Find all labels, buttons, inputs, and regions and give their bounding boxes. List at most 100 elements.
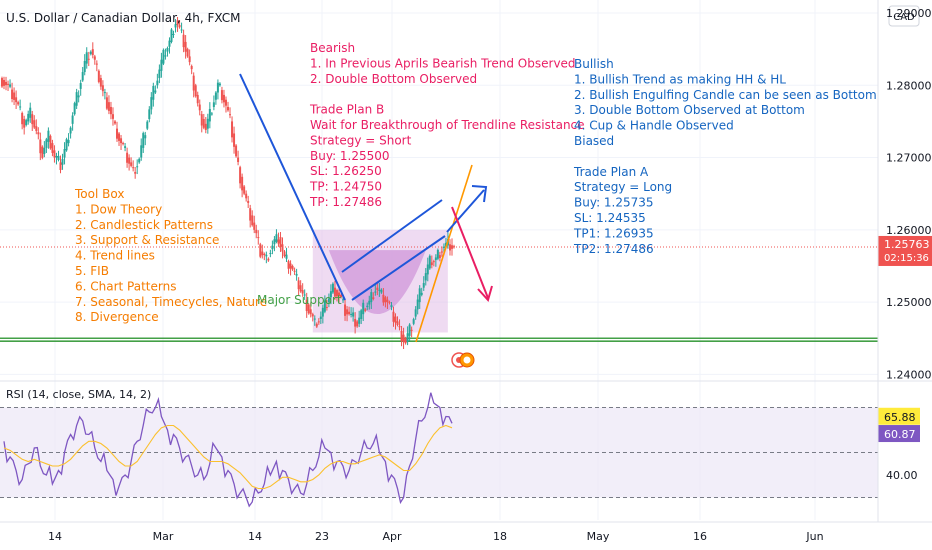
candle-body bbox=[158, 69, 161, 79]
candle bbox=[303, 289, 306, 300]
price-axis-tick: 1.24000 bbox=[886, 368, 932, 381]
candle-body bbox=[331, 283, 334, 293]
candle bbox=[61, 153, 64, 170]
candle bbox=[15, 90, 18, 110]
candle bbox=[196, 91, 199, 107]
candle bbox=[113, 119, 116, 125]
candle-body bbox=[245, 193, 248, 199]
candle bbox=[198, 99, 201, 116]
candle bbox=[188, 49, 191, 66]
rsi-last-tag bbox=[878, 407, 920, 425]
candle-body bbox=[176, 20, 179, 26]
candle-body bbox=[422, 283, 425, 288]
candle-body bbox=[220, 90, 223, 101]
candle bbox=[57, 150, 60, 162]
candle-body bbox=[140, 145, 143, 158]
candle bbox=[376, 282, 379, 296]
candle bbox=[150, 92, 153, 115]
candle bbox=[253, 215, 256, 234]
candle bbox=[368, 295, 371, 310]
candle bbox=[378, 283, 381, 297]
currency-badge[interactable] bbox=[888, 5, 920, 27]
candle-body bbox=[132, 167, 135, 169]
bullish-annotation-line: TP1: 1.26935 bbox=[573, 226, 654, 240]
rsi-axis-tick: 40.00 bbox=[886, 469, 918, 482]
candle-body bbox=[400, 331, 403, 342]
candle-body bbox=[366, 305, 369, 307]
candle-body bbox=[453, 246, 456, 248]
candle bbox=[128, 154, 131, 171]
candle-body bbox=[229, 114, 232, 116]
candle-body bbox=[235, 145, 238, 157]
candle-body bbox=[408, 324, 411, 336]
cup-upper-trendline bbox=[341, 199, 443, 273]
candle bbox=[220, 86, 223, 104]
rsi-title: RSI (14, close, SMA, 14, 2) bbox=[6, 388, 151, 401]
candle bbox=[453, 244, 456, 249]
time-axis-tick: 14 bbox=[248, 530, 262, 543]
candle-body bbox=[208, 108, 211, 122]
candle bbox=[148, 106, 151, 123]
candle bbox=[418, 285, 421, 309]
candle-body bbox=[263, 253, 266, 256]
candle-body bbox=[206, 118, 209, 129]
candle-body bbox=[67, 139, 70, 144]
candle-body bbox=[237, 157, 240, 162]
candle bbox=[402, 327, 405, 350]
time-axis-tick: 18 bbox=[493, 530, 507, 543]
candle-body bbox=[152, 86, 155, 100]
candle bbox=[184, 35, 187, 59]
candle-body bbox=[124, 146, 127, 148]
candle bbox=[263, 252, 266, 261]
candle bbox=[11, 82, 14, 103]
candle bbox=[13, 87, 16, 105]
candle bbox=[299, 280, 302, 293]
price-axis-tick: 1.27000 bbox=[886, 152, 932, 165]
candle-body bbox=[35, 126, 38, 131]
candle bbox=[416, 294, 419, 315]
candle-body bbox=[243, 186, 246, 194]
candle-body bbox=[128, 157, 131, 164]
candle-body bbox=[430, 262, 433, 266]
candle bbox=[241, 173, 244, 198]
candle bbox=[259, 242, 262, 259]
candle-body bbox=[333, 287, 336, 297]
candle-body bbox=[142, 133, 145, 148]
candle bbox=[358, 310, 361, 328]
candle bbox=[408, 323, 411, 341]
bearish-annotation-line: Strategy = Short bbox=[310, 133, 412, 147]
candle bbox=[45, 137, 48, 153]
candle-body bbox=[265, 254, 268, 257]
candle-body bbox=[426, 264, 429, 275]
candle-body bbox=[293, 270, 296, 272]
candle-body bbox=[352, 312, 355, 317]
candle-body bbox=[146, 121, 149, 129]
candle bbox=[287, 259, 290, 274]
candle-body bbox=[370, 292, 373, 303]
candle-body bbox=[87, 58, 90, 60]
candle-body bbox=[194, 85, 197, 97]
candle-body bbox=[182, 34, 185, 48]
bearish-annotation-line: SL: 1.26250 bbox=[310, 164, 382, 178]
candle-body bbox=[396, 321, 399, 325]
candle bbox=[222, 89, 225, 108]
toolbox-annotation-line: 6. Chart Patterns bbox=[75, 279, 176, 293]
candle bbox=[400, 325, 403, 347]
candle bbox=[174, 19, 177, 33]
candle bbox=[17, 100, 20, 106]
candle-body bbox=[438, 255, 441, 259]
price-axis-tick: 1.28000 bbox=[886, 79, 932, 92]
candle bbox=[25, 118, 28, 127]
candle-body bbox=[297, 280, 300, 290]
rsi-line bbox=[3, 392, 453, 508]
candle bbox=[67, 133, 70, 147]
candle-body bbox=[107, 102, 110, 111]
candle-body bbox=[299, 285, 302, 292]
candle-body bbox=[126, 152, 129, 163]
candle-body bbox=[398, 326, 401, 328]
candle bbox=[204, 116, 207, 134]
candle bbox=[412, 317, 415, 326]
candle bbox=[398, 319, 401, 331]
candle bbox=[396, 316, 399, 327]
